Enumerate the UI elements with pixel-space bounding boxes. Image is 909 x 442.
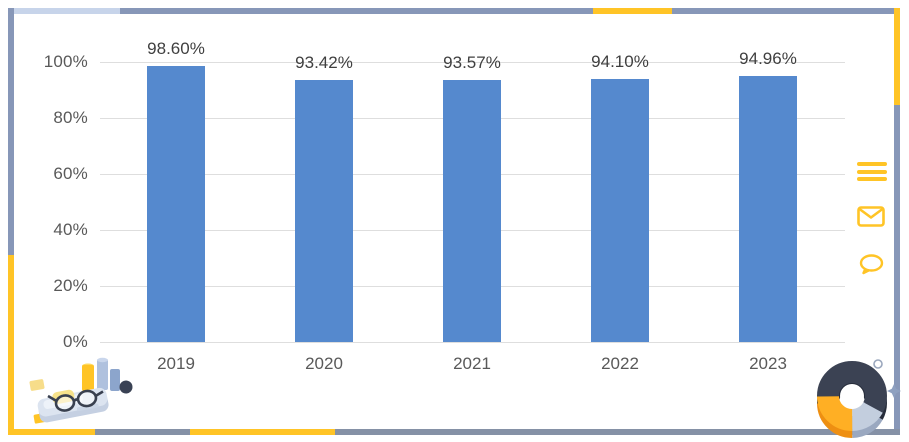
gridline <box>100 342 845 343</box>
bar-value-label: 94.10% <box>591 51 649 71</box>
frame-bottom-gray-segment <box>95 429 190 435</box>
chat-icon[interactable] <box>859 254 884 280</box>
y-axis-tick-label: 80% <box>53 108 88 127</box>
menu-icon[interactable] <box>857 162 887 182</box>
bar-value-label: 93.42% <box>295 53 353 73</box>
bar-value-label: 94.96% <box>739 49 797 69</box>
y-axis-tick-label: 0% <box>63 332 88 351</box>
frame-top-blue-segment-2 <box>672 8 900 14</box>
frame-bottom-yellow-segment <box>8 429 95 435</box>
frame-left-blue-segment <box>8 8 14 255</box>
x-axis-label: 2023 <box>749 354 787 373</box>
bar-value-label: 98.60% <box>147 38 205 58</box>
x-axis-label: 2021 <box>453 354 491 373</box>
frame-top-yellow-segment <box>593 8 672 14</box>
bar-2021 <box>443 80 501 342</box>
bar-2023 <box>739 76 797 342</box>
bar-value-label: 93.57% <box>443 53 501 72</box>
donut-chart-illustration <box>817 359 901 438</box>
bar-2022 <box>591 78 649 342</box>
y-axis-tick-label: 100% <box>43 52 88 71</box>
frame-bottom-yellow-segment-2 <box>190 429 335 435</box>
frame-right-yellow-segment <box>894 8 900 105</box>
notebook-glasses-illustration <box>29 357 133 424</box>
mail-icon[interactable] <box>857 206 885 232</box>
y-axis-tick-label: 60% <box>53 164 88 183</box>
frame-top-light-segment <box>8 8 120 14</box>
y-axis-tick-label: 40% <box>53 220 88 239</box>
y-axis-tick-label: 20% <box>53 276 88 295</box>
gridline <box>100 62 845 63</box>
x-axis-label: 2020 <box>305 354 343 373</box>
frame-bottom-gray-segment-2 <box>335 429 900 435</box>
frame-left-yellow-segment <box>8 255 14 435</box>
x-axis-label: 2022 <box>601 354 639 373</box>
frame-right-blue-segment <box>894 105 900 435</box>
frame-top-blue-segment <box>120 8 593 14</box>
bar-2019 <box>147 65 205 342</box>
x-axis-label: 2019 <box>157 354 195 373</box>
bar-2020 <box>295 80 353 342</box>
